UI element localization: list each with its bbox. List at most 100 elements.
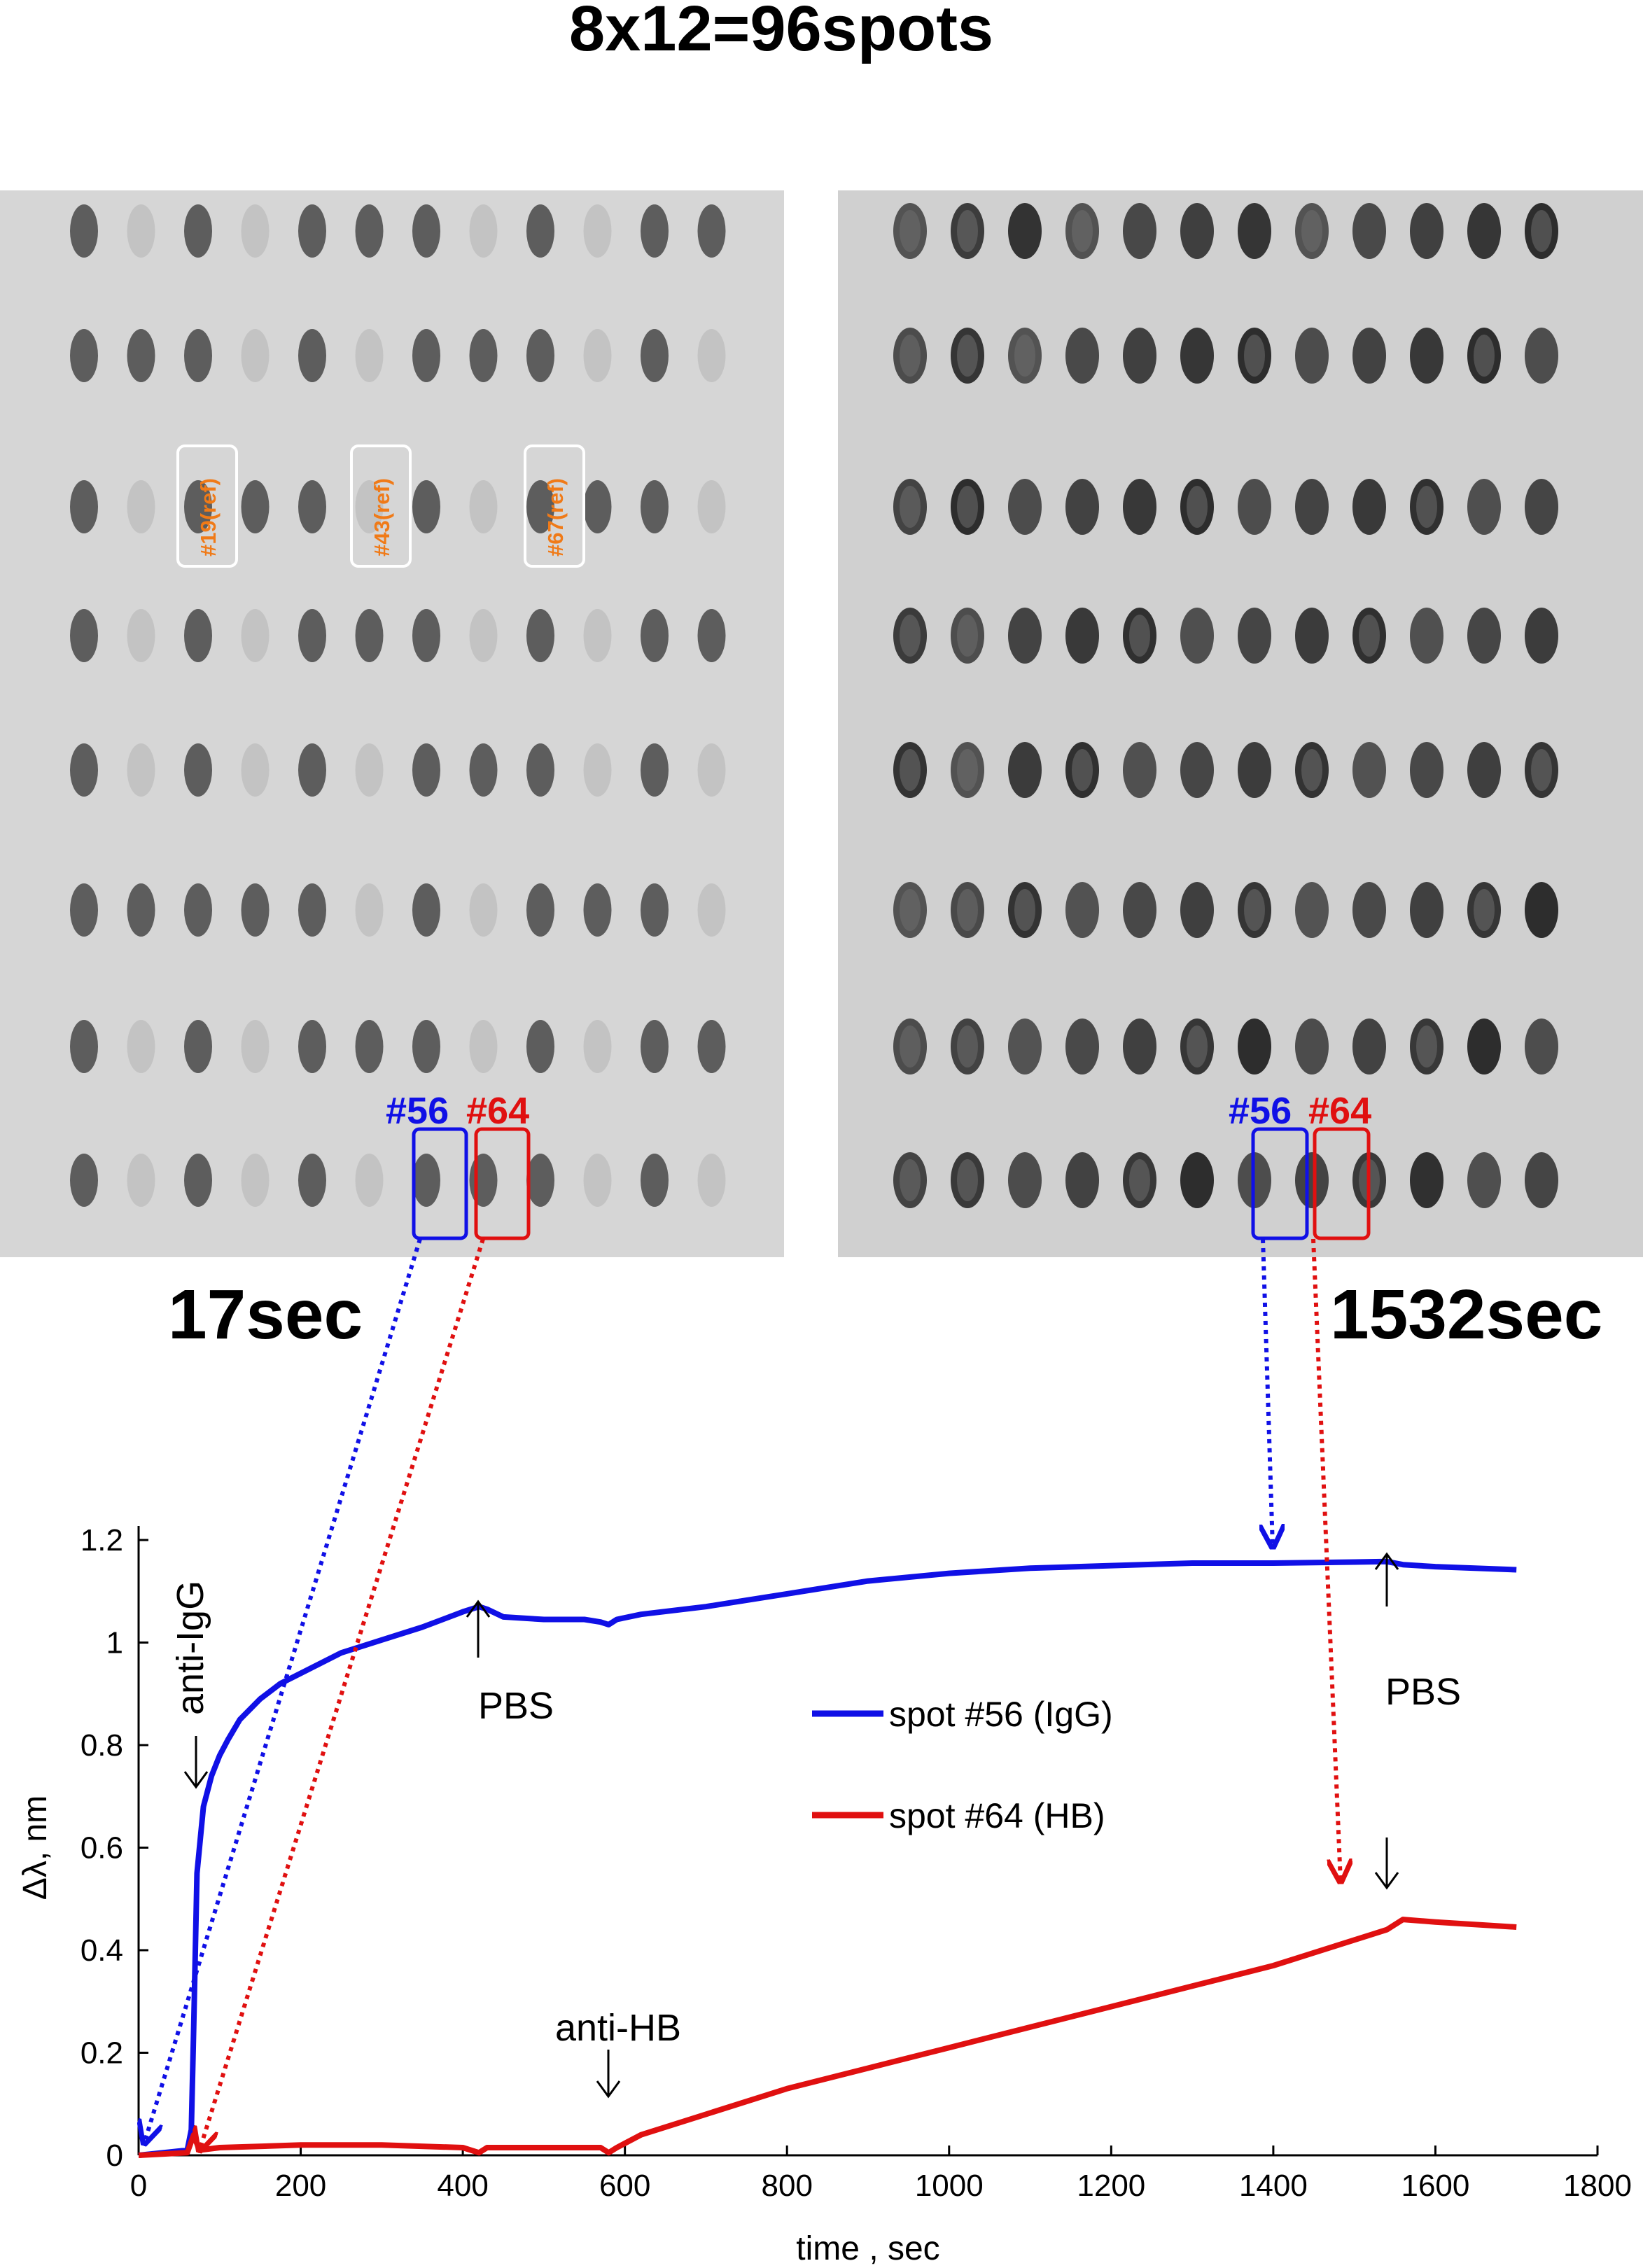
right-box-56 — [1251, 1127, 1309, 1240]
x-tick-label: 1000 — [915, 2169, 984, 2203]
spot — [697, 1154, 726, 1207]
left-spot-grid — [70, 204, 726, 1207]
spot-core — [957, 210, 978, 252]
spot — [70, 1154, 98, 1207]
spot — [1123, 1018, 1156, 1074]
spot — [1467, 1152, 1501, 1208]
spot — [697, 329, 726, 382]
spot — [641, 883, 669, 937]
spot — [1065, 479, 1099, 535]
spot-core — [1187, 486, 1208, 528]
spot — [1352, 882, 1386, 938]
spot-core — [900, 335, 921, 377]
spot — [526, 883, 554, 937]
connector-right-64 — [1311, 1238, 1341, 1882]
spot-core — [957, 889, 978, 931]
spot — [1467, 608, 1501, 664]
spot — [298, 329, 326, 382]
x-tick-label: 200 — [275, 2169, 326, 2203]
spot — [1525, 328, 1558, 384]
spot — [1123, 882, 1156, 938]
spot — [697, 609, 726, 662]
spot — [298, 1020, 326, 1073]
spot — [355, 329, 384, 382]
spot-core — [1187, 1026, 1208, 1068]
spot — [1352, 203, 1386, 259]
spot — [1180, 742, 1214, 798]
spot — [184, 1020, 212, 1073]
spot — [1238, 742, 1271, 798]
spot — [1295, 608, 1329, 664]
ref-box-67 — [524, 444, 585, 568]
spot — [1295, 479, 1329, 535]
spot — [526, 480, 554, 533]
spot-core — [1474, 335, 1495, 377]
spot — [1525, 1018, 1558, 1074]
spot — [1180, 203, 1214, 259]
x-tick-label: 1800 — [1563, 2169, 1632, 2203]
spot-core — [1416, 486, 1437, 528]
spot — [1008, 479, 1042, 535]
annot-pbs-2: PBS — [1385, 1671, 1461, 1713]
x-tick-label: 400 — [437, 2169, 488, 2203]
spot-core — [1129, 615, 1150, 657]
spot — [184, 204, 212, 258]
ref-box-19 — [176, 444, 238, 568]
y-tick-label: 0.4 — [81, 1933, 123, 1968]
spot — [526, 1154, 554, 1207]
right-spot-grid — [893, 203, 1558, 1208]
spot — [526, 329, 554, 382]
spot — [127, 743, 155, 797]
spot-core — [1531, 749, 1552, 791]
spot — [1525, 882, 1558, 938]
spot — [469, 743, 498, 797]
spot — [70, 329, 98, 382]
spot — [412, 743, 440, 797]
spot — [469, 329, 498, 382]
spot — [241, 743, 270, 797]
spot — [1295, 1018, 1329, 1074]
spot — [697, 480, 726, 533]
spot — [412, 609, 440, 662]
spot-core — [1014, 889, 1035, 931]
right-label-64: #64 — [1308, 1090, 1371, 1132]
spot — [127, 480, 155, 533]
spot — [70, 883, 98, 937]
spot-core — [1416, 1026, 1437, 1068]
spot-core — [1359, 615, 1380, 657]
left-time-label: 17sec — [168, 1275, 363, 1354]
spot — [412, 204, 440, 258]
spot — [1008, 1152, 1042, 1208]
spot — [1180, 328, 1214, 384]
spot — [583, 1020, 612, 1073]
spot — [1008, 742, 1042, 798]
spot — [355, 883, 384, 937]
left-label-64: #64 — [466, 1090, 529, 1132]
x-tick-label: 800 — [762, 2169, 813, 2203]
spot — [241, 480, 270, 533]
spot — [1008, 608, 1042, 664]
spot — [412, 329, 440, 382]
spot — [184, 743, 212, 797]
spot — [1295, 882, 1329, 938]
spot-core — [1531, 210, 1552, 252]
x-axis-label: time , sec — [796, 2230, 939, 2267]
spot-core — [1072, 210, 1093, 252]
spot-core — [900, 889, 921, 931]
left-plate-image: #19(ref) #43(ref) #67(ref) #56 #64 — [0, 190, 784, 1257]
spot — [355, 609, 384, 662]
spot — [526, 609, 554, 662]
spot — [298, 480, 326, 533]
spot-core — [957, 486, 978, 528]
spot-core — [1014, 335, 1035, 377]
spot — [1065, 608, 1099, 664]
spot — [1065, 882, 1099, 938]
spot-core — [1474, 889, 1495, 931]
spot — [241, 609, 270, 662]
y-tick-label: 0.6 — [81, 1831, 123, 1865]
spot — [298, 743, 326, 797]
spot — [70, 609, 98, 662]
spot — [1467, 203, 1501, 259]
spot-core — [1072, 749, 1093, 791]
